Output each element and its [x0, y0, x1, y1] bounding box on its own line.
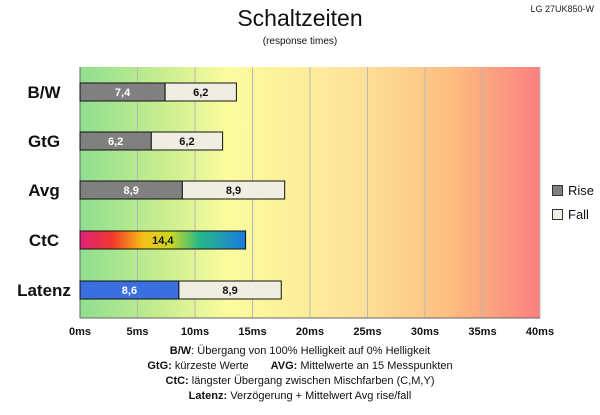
- x-tick-label: 10ms: [181, 326, 209, 338]
- note-latenz: Latenz: Verzögerung + Mittelwert Avg ris…: [0, 389, 600, 404]
- bar-rise-label: 8,6: [122, 285, 137, 297]
- bars: 7,4 6,2 6,2 6,2 8,9 8,9 14,4 8,6 8,9: [79, 82, 286, 300]
- bar-rise-label: 7,4: [115, 87, 131, 99]
- category-label: Latenz: [17, 281, 71, 300]
- note-bw-key: B/W: [169, 345, 192, 357]
- legend-item-rise: Rise: [552, 178, 594, 202]
- note-ctc-text: längster Übergang zwischen Mischfarben (…: [188, 375, 435, 387]
- note-bw: B/W: Übergang von 100% Helligkeit auf 0%…: [0, 344, 600, 359]
- note-latenz-key: Latenz:: [188, 390, 228, 402]
- rise-swatch: [552, 184, 563, 196]
- bar-rise: [79, 230, 247, 250]
- x-tick-label: 25ms: [353, 326, 381, 338]
- x-tick-label: 40ms: [526, 326, 554, 338]
- note-latenz-text: Verzögerung + Mittelwert Avg rise/fall: [227, 390, 412, 402]
- legend-item-fall: Fall: [552, 202, 594, 226]
- fall-swatch: [552, 208, 563, 220]
- category-label: CtC: [29, 231, 59, 250]
- legend: Rise Fall: [552, 178, 594, 226]
- legend-fall-label: Fall: [568, 206, 589, 222]
- note-ctc: CtC: längster Übergang zwischen Mischfar…: [0, 374, 600, 389]
- category-label: Avg: [28, 181, 60, 200]
- note-bw-text: : Übergang von 100% Helligkeit auf 0% He…: [191, 345, 431, 357]
- bar-rise-label: 8,9: [124, 185, 139, 197]
- x-tick-label: 35ms: [468, 326, 496, 338]
- bar-fall: [181, 180, 286, 200]
- footnotes: B/W: Übergang von 100% Helligkeit auf 0%…: [0, 344, 600, 404]
- x-tick-label: 5ms: [126, 326, 148, 338]
- bar-fall: [164, 82, 237, 102]
- chart-subtitle: (response times): [262, 36, 338, 47]
- note-avg-text: Mittelwerte an 15 Messpunkten: [297, 360, 453, 372]
- bar-fall-label: 6,2: [179, 136, 194, 148]
- note-gtg-text: kürzeste Werte: [171, 360, 249, 372]
- category-label: B/W: [27, 83, 61, 102]
- x-tick-labels: 0ms 5ms 10ms 15ms 20ms 25ms 30ms 35ms 40ms: [69, 326, 554, 338]
- x-tick-label: 30ms: [411, 326, 439, 338]
- bar-fall: [150, 131, 224, 151]
- legend-rise-label: Rise: [568, 182, 595, 198]
- note-gtg-avg: GtG: kürzeste Werte AVG: Mittelwerte an 1…: [0, 359, 600, 374]
- bar-rise-label: 14,4: [152, 235, 174, 247]
- note-gtg-key: GtG:: [147, 360, 172, 372]
- x-tick-label: 15ms: [238, 326, 266, 338]
- category-label: GtG: [28, 132, 60, 151]
- category-labels: B/W GtG Avg CtC Latenz: [17, 83, 71, 300]
- x-tick-label: 20ms: [296, 326, 324, 338]
- bar-fall-label: 8,9: [222, 285, 237, 297]
- x-tick-label: 0ms: [69, 326, 91, 338]
- note-avg-key: AVG:: [270, 360, 298, 372]
- note-ctc-key: CtC:: [165, 375, 189, 387]
- model-label: LG 27UK850-W: [530, 4, 594, 14]
- chart-title: Schaltzeiten: [237, 5, 363, 31]
- bar-rise-label: 6,2: [108, 136, 123, 148]
- bar-fall: [178, 280, 282, 300]
- bar-fall-label: 8,9: [226, 185, 241, 197]
- bar-fall-label: 6,2: [193, 87, 208, 99]
